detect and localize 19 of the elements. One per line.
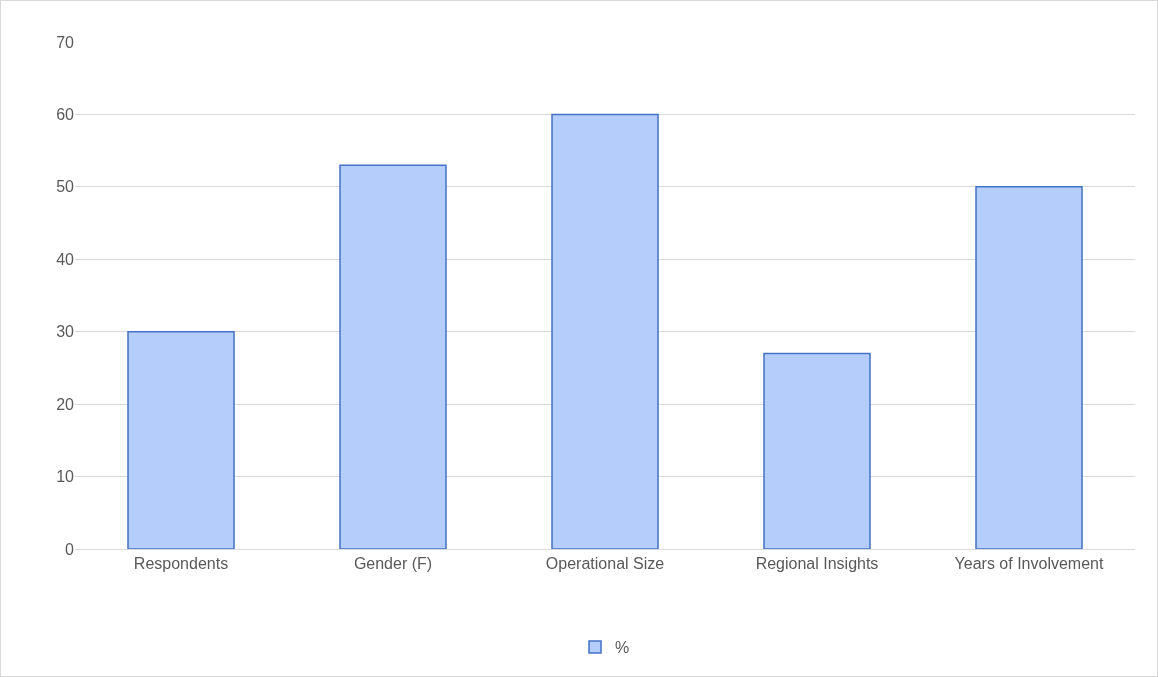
x-tick-label: Gender (F) xyxy=(353,555,433,573)
bar xyxy=(975,186,1083,549)
y-tick-label: 0 xyxy=(65,540,75,558)
y-tick-label: 60 xyxy=(56,106,75,124)
bar xyxy=(339,164,447,549)
x-tick-label: Operational Size xyxy=(545,555,665,573)
bar xyxy=(551,113,659,549)
y-tick-label: 30 xyxy=(56,323,75,341)
y-tick-label: 10 xyxy=(56,468,75,486)
legend-label: % xyxy=(615,639,630,657)
y-tick-label: 70 xyxy=(56,33,75,51)
y-tick-label: 20 xyxy=(56,395,75,413)
x-tick-label: Regional Insights xyxy=(755,555,879,573)
y-tick-label: 40 xyxy=(56,250,75,268)
x-tick-label: Respondents xyxy=(133,555,229,573)
bar xyxy=(763,352,871,549)
y-tick-label: 50 xyxy=(56,178,75,196)
x-tick-label: Years of Involvement xyxy=(954,555,1104,573)
bar xyxy=(127,330,235,549)
